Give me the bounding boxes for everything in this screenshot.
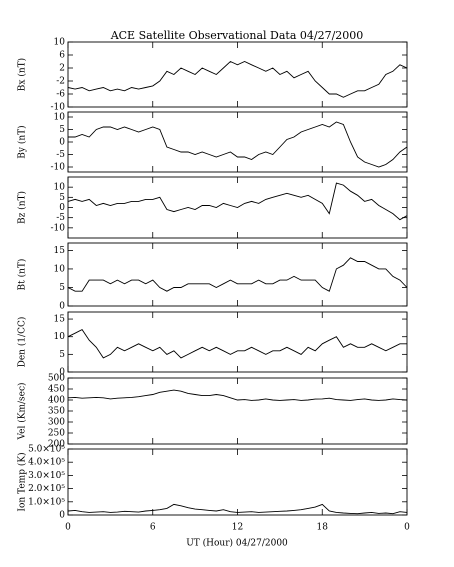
chart-title: ACE Satellite Observational Data 04/27/2… xyxy=(110,29,364,42)
y-axis-label: Ion Temp (K) xyxy=(17,452,28,511)
panel-frame xyxy=(67,377,408,445)
y-tick-label: 6 xyxy=(59,51,65,61)
data-line xyxy=(67,182,408,221)
x-tick-label: 6 xyxy=(150,523,156,533)
y-tick-label: 5 xyxy=(59,125,65,135)
y-tick-label: 10 xyxy=(54,183,66,193)
data-line xyxy=(67,60,408,98)
y-axis-label: By (nT) xyxy=(17,125,28,158)
y-axis-label: Vel (Km/sec) xyxy=(17,382,28,440)
y-tick-label: 0 xyxy=(59,138,65,148)
x-tick-label: 0 xyxy=(65,523,71,533)
y-tick-label: 0 xyxy=(59,302,65,312)
y-tick-label: -6 xyxy=(56,90,65,100)
y-tick-label: 15 xyxy=(54,315,66,325)
x-tick-label: 18 xyxy=(317,523,329,533)
y-tick-label: 0 xyxy=(59,511,65,521)
y-tick-label: 200 xyxy=(48,440,65,450)
y-tick-label: 5 xyxy=(59,283,65,293)
y-tick-label: 10 xyxy=(54,264,66,274)
data-line xyxy=(68,121,408,168)
y-tick-label: 2 xyxy=(59,64,65,74)
x-tick-label: 12 xyxy=(232,523,243,533)
y-tick-label: 1.0×10⁵ xyxy=(28,497,65,507)
y-axis-label: Bx (nT) xyxy=(17,58,28,91)
data-line xyxy=(67,257,408,292)
y-tick-label: 10 xyxy=(54,38,66,48)
y-tick-label: -5 xyxy=(56,213,65,223)
data-line xyxy=(67,329,407,359)
y-tick-label: 5 xyxy=(59,193,65,203)
y-tick-label: 0 xyxy=(59,203,65,213)
y-tick-label: 4.0×10⁵ xyxy=(28,458,65,468)
y-tick-label: -5 xyxy=(56,150,65,160)
panel-frame xyxy=(67,311,408,373)
y-tick-label: 300 xyxy=(48,418,65,428)
y-tick-label: 0 xyxy=(59,368,65,378)
x-axis-label: UT (Hour) 04/27/2000 xyxy=(186,538,288,549)
y-tick-label: 5 xyxy=(59,350,65,360)
y-tick-label: 5.0×10⁵ xyxy=(28,445,65,455)
y-axis-label: Bt (nT) xyxy=(17,259,28,291)
y-tick-label: 10 xyxy=(54,113,66,123)
panel-frame xyxy=(67,41,408,108)
panel-frame xyxy=(67,242,408,307)
y-tick-label: -10 xyxy=(51,223,66,233)
y-tick-label: 250 xyxy=(48,429,65,439)
data-line xyxy=(67,389,408,401)
y-tick-label: -10 xyxy=(51,103,66,113)
y-tick-label: 3.0×10⁵ xyxy=(28,471,65,481)
y-tick-label: 350 xyxy=(48,407,65,417)
y-tick-label: 10 xyxy=(54,332,66,342)
panel-frame xyxy=(67,448,408,516)
y-axis-label: Den (1/CC) xyxy=(17,317,28,368)
y-tick-label: 2.0×10⁵ xyxy=(28,484,65,494)
y-tick-label: 400 xyxy=(48,396,65,406)
y-tick-label: 15 xyxy=(54,246,66,256)
y-tick-label: 500 xyxy=(48,374,65,384)
y-tick-label: -10 xyxy=(51,163,66,173)
y-tick-label: -2 xyxy=(56,77,65,87)
y-axis-label: Bz (nT) xyxy=(17,191,28,224)
panel-frame xyxy=(67,111,408,173)
x-tick-label: 0 xyxy=(404,523,410,533)
data-line xyxy=(67,503,408,515)
y-tick-label: 450 xyxy=(48,385,65,395)
